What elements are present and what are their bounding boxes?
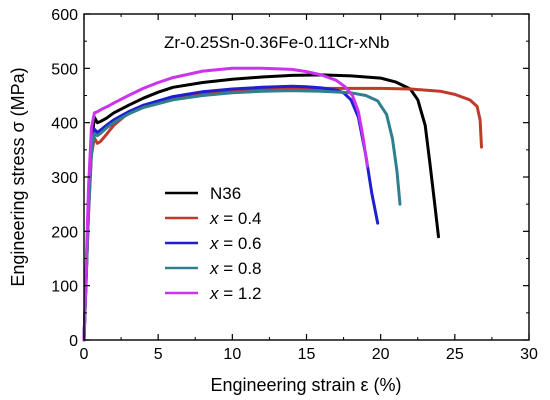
series-line-2 (82, 84, 380, 342)
x-tick-label: 5 (154, 346, 163, 363)
legend-label-0: N36 (210, 184, 241, 203)
x-tick-label: 20 (372, 346, 390, 363)
plot-frame (83, 13, 530, 341)
x-axis-label: Engineering strain ε (%) (210, 375, 401, 395)
legend: N36 x = 0.4 x = 0.6 x = 0.8 x = 1.2 (165, 184, 262, 303)
y-tick-label: 200 (51, 224, 78, 241)
legend-label-1: x = 0.4 (209, 209, 262, 228)
y-tick-label: 400 (51, 116, 78, 133)
y-tick-label: 500 (51, 61, 78, 78)
x-tick-label: 30 (520, 346, 538, 363)
series-line-3 (82, 89, 402, 342)
series-line-0 (82, 73, 440, 342)
x-tick-label: 10 (223, 346, 241, 363)
series-line-1 (82, 86, 483, 342)
y-tick-label: 300 (51, 170, 78, 187)
x-tick-label: 0 (80, 346, 89, 363)
x-tick-label: 15 (298, 346, 316, 363)
chart-title: Zr-0.25Sn-0.36Fe-0.11Cr-xNb (164, 33, 390, 52)
legend-label-4: x = 1.2 (209, 284, 262, 303)
y-tick-label: 0 (69, 333, 78, 350)
series-line-4 (82, 66, 369, 342)
x-tick-label: 25 (446, 346, 464, 363)
series-layer (82, 66, 483, 342)
legend-label-3: x = 0.8 (209, 259, 262, 278)
y-tick-label: 600 (51, 7, 78, 24)
legend-label-2: x = 0.6 (209, 234, 262, 253)
y-tick-label: 100 (51, 279, 78, 296)
y-axis-label: Engineering stress σ (MPa) (8, 67, 28, 286)
